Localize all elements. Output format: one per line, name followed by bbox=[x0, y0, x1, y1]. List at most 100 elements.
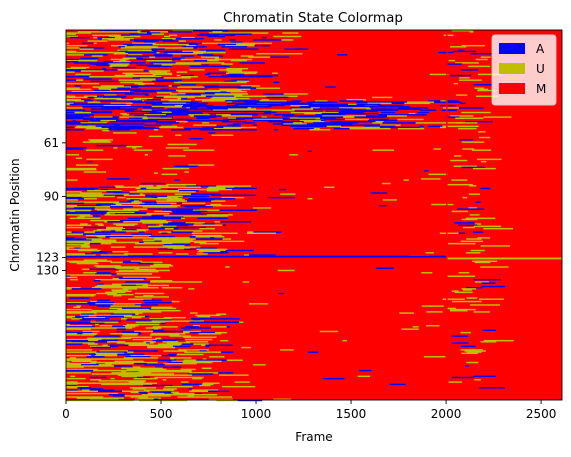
heatmap-cell bbox=[205, 204, 237, 207]
heatmap-cell bbox=[309, 129, 331, 131]
heatmap-cell bbox=[291, 108, 314, 110]
heatmap-cell bbox=[445, 116, 460, 118]
heatmap-cell bbox=[195, 236, 225, 238]
heatmap-cell bbox=[199, 129, 230, 131]
heatmap-cell bbox=[85, 127, 109, 130]
heatmap-cell bbox=[100, 119, 116, 122]
heatmap-cell bbox=[66, 109, 85, 111]
heatmap-cell bbox=[248, 56, 271, 58]
heatmap-cell bbox=[82, 330, 100, 333]
heatmap-cell bbox=[113, 223, 138, 225]
heatmap-cell bbox=[244, 101, 267, 103]
heatmap-cell bbox=[458, 107, 484, 109]
heatmap-cell bbox=[145, 195, 168, 198]
heatmap-cell bbox=[184, 127, 214, 130]
heatmap-cell bbox=[132, 106, 136, 108]
heatmap-cell bbox=[193, 62, 225, 64]
heatmap-cell bbox=[243, 32, 269, 34]
heatmap-cell bbox=[66, 42, 69, 45]
heatmap-cell bbox=[204, 333, 222, 335]
heatmap-cell bbox=[66, 51, 95, 54]
heatmap-cell bbox=[102, 67, 106, 70]
heatmap-cell bbox=[153, 54, 173, 56]
heatmap-cell bbox=[135, 242, 143, 245]
heatmap-cell bbox=[146, 213, 170, 215]
heatmap-cell bbox=[482, 329, 496, 332]
heatmap-cell bbox=[94, 365, 115, 367]
heatmap-cell bbox=[114, 231, 126, 233]
heatmap-cell bbox=[119, 201, 132, 203]
heatmap-cell bbox=[369, 118, 389, 121]
heatmap-cell bbox=[71, 360, 97, 363]
heatmap-cell bbox=[107, 327, 133, 329]
heatmap-cell bbox=[177, 97, 182, 100]
heatmap-cell bbox=[171, 231, 194, 233]
heatmap-cell bbox=[150, 281, 178, 283]
heatmap-cell bbox=[199, 33, 231, 35]
heatmap-cell bbox=[112, 108, 138, 110]
heatmap-cell bbox=[153, 398, 159, 401]
heatmap-cell bbox=[118, 46, 125, 48]
heatmap-cell bbox=[458, 127, 477, 130]
heatmap-cell bbox=[231, 110, 244, 113]
heatmap-cell bbox=[195, 314, 221, 317]
heatmap-cell bbox=[77, 333, 83, 335]
heatmap-cell bbox=[128, 298, 152, 300]
heatmap-cell bbox=[350, 112, 379, 115]
heatmap-cell bbox=[117, 353, 145, 356]
heatmap-cell bbox=[446, 122, 463, 124]
heatmap-cell bbox=[247, 107, 251, 109]
heatmap-cell bbox=[208, 186, 235, 188]
heatmap-cell bbox=[66, 179, 78, 181]
heatmap-cell bbox=[98, 87, 118, 89]
heatmap-cell bbox=[175, 320, 205, 322]
heatmap-cell bbox=[161, 111, 172, 114]
heatmap-cell bbox=[135, 270, 159, 273]
heatmap-cell bbox=[123, 325, 139, 327]
heatmap-cell bbox=[223, 80, 237, 83]
heatmap-cell bbox=[108, 39, 130, 41]
heatmap-cell bbox=[129, 323, 160, 326]
heatmap-cell bbox=[469, 214, 480, 216]
heatmap-cell bbox=[179, 109, 189, 111]
heatmap-cell bbox=[115, 230, 146, 232]
heatmap-cell bbox=[107, 86, 131, 88]
heatmap-cell bbox=[66, 70, 81, 72]
heatmap-cell bbox=[253, 364, 266, 366]
heatmap-cell bbox=[110, 102, 133, 105]
heatmap-cell bbox=[176, 112, 183, 115]
heatmap-cell bbox=[128, 193, 140, 195]
heatmap-cell bbox=[111, 230, 116, 232]
heatmap-cell bbox=[267, 196, 295, 199]
heatmap-cell bbox=[188, 164, 215, 166]
heatmap-cell bbox=[163, 47, 172, 49]
heatmap-cell bbox=[201, 100, 226, 102]
heatmap-cell bbox=[166, 369, 192, 372]
heatmap-cell bbox=[138, 399, 161, 402]
heatmap-cell bbox=[473, 225, 502, 228]
heatmap-cell bbox=[101, 31, 121, 33]
heatmap-cell bbox=[89, 119, 101, 122]
heatmap-cell bbox=[151, 391, 172, 394]
heatmap-cell bbox=[99, 311, 108, 313]
heatmap-cell bbox=[460, 349, 483, 351]
heatmap-cell bbox=[173, 227, 179, 230]
heatmap-cell bbox=[171, 391, 175, 394]
heatmap-cell bbox=[180, 204, 206, 207]
heatmap-cell bbox=[220, 250, 228, 253]
heatmap-cell bbox=[473, 84, 494, 86]
heatmap-cell bbox=[106, 226, 123, 229]
heatmap-cell bbox=[332, 123, 353, 125]
heatmap-cell bbox=[382, 101, 408, 103]
heatmap-cell bbox=[313, 122, 337, 124]
heatmap-cell bbox=[221, 46, 248, 48]
heatmap-cell bbox=[458, 49, 464, 51]
heatmap-cell bbox=[101, 107, 121, 109]
heatmap-cell bbox=[465, 365, 469, 367]
heatmap-cell bbox=[149, 111, 162, 114]
heatmap-cell bbox=[188, 43, 199, 46]
heatmap-cell bbox=[458, 125, 479, 128]
heatmap-cell bbox=[177, 281, 202, 283]
heatmap-cell bbox=[110, 333, 139, 335]
heatmap-cell bbox=[77, 216, 85, 218]
